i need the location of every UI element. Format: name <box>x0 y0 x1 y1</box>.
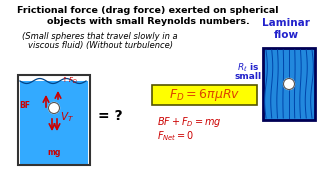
Text: objects with small Reynolds numbers.: objects with small Reynolds numbers. <box>47 17 249 26</box>
Bar <box>152 85 257 105</box>
Text: small: small <box>235 72 261 81</box>
Text: $F_{Net} = 0$: $F_{Net} = 0$ <box>157 129 194 143</box>
Circle shape <box>284 78 294 89</box>
Text: Laminar
flow: Laminar flow <box>262 18 310 40</box>
Text: $\uparrow F_D$: $\uparrow F_D$ <box>60 75 78 86</box>
Text: Frictional force (drag force) exerted on spherical: Frictional force (drag force) exerted on… <box>17 6 279 15</box>
Bar <box>18 75 90 165</box>
Text: $BF + F_D = mg$: $BF + F_D = mg$ <box>157 115 222 129</box>
Bar <box>20 81 88 164</box>
Text: $R_\ell$ is: $R_\ell$ is <box>237 62 259 75</box>
Text: BF: BF <box>19 102 30 111</box>
Bar <box>263 48 315 120</box>
Text: $F_D = 6\pi\mu Rv$: $F_D = 6\pi\mu Rv$ <box>169 87 240 103</box>
Text: = ?: = ? <box>98 109 123 123</box>
Text: (Small spheres that travel slowly in a: (Small spheres that travel slowly in a <box>22 32 178 41</box>
Text: viscous fluid) (Without turbulence): viscous fluid) (Without turbulence) <box>28 41 172 50</box>
Text: mg: mg <box>47 148 61 157</box>
Circle shape <box>49 102 60 114</box>
Text: $V_T$: $V_T$ <box>60 110 74 124</box>
